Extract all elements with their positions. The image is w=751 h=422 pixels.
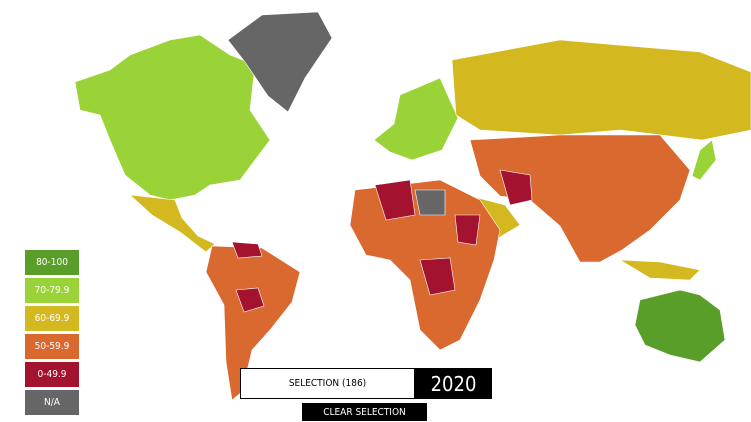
australia: [634, 289, 726, 363]
legend-item[interactable]: 0-49.9: [25, 362, 79, 387]
legend: 80-100 70-79.9 60-69.9 50-59.9 0-49.9 N/A: [25, 250, 79, 418]
north-america: [74, 34, 271, 201]
japan: [691, 139, 717, 181]
venezuela: [231, 241, 263, 259]
central-america: [129, 194, 216, 253]
legend-item[interactable]: 80-100: [25, 250, 79, 275]
bolivia: [235, 287, 265, 313]
central-africa: [419, 257, 456, 296]
europe: [373, 77, 459, 161]
year-display: 2020: [415, 368, 492, 399]
legend-item[interactable]: 60-69.9: [25, 306, 79, 331]
sudan: [454, 214, 481, 246]
legend-item[interactable]: N/A: [25, 390, 79, 415]
legend-item[interactable]: 50-59.9: [25, 334, 79, 359]
legend-item[interactable]: 70-79.9: [25, 278, 79, 303]
russia: [451, 39, 751, 141]
libya: [414, 189, 446, 216]
asia: [469, 134, 691, 263]
algeria: [374, 179, 416, 221]
southeast-asia: [619, 259, 701, 281]
greenland: [227, 11, 333, 113]
clear-selection-button[interactable]: CLEAR SELECTION: [302, 403, 427, 421]
selection-count: SELECTION (186): [240, 368, 415, 399]
iran: [499, 169, 533, 206]
